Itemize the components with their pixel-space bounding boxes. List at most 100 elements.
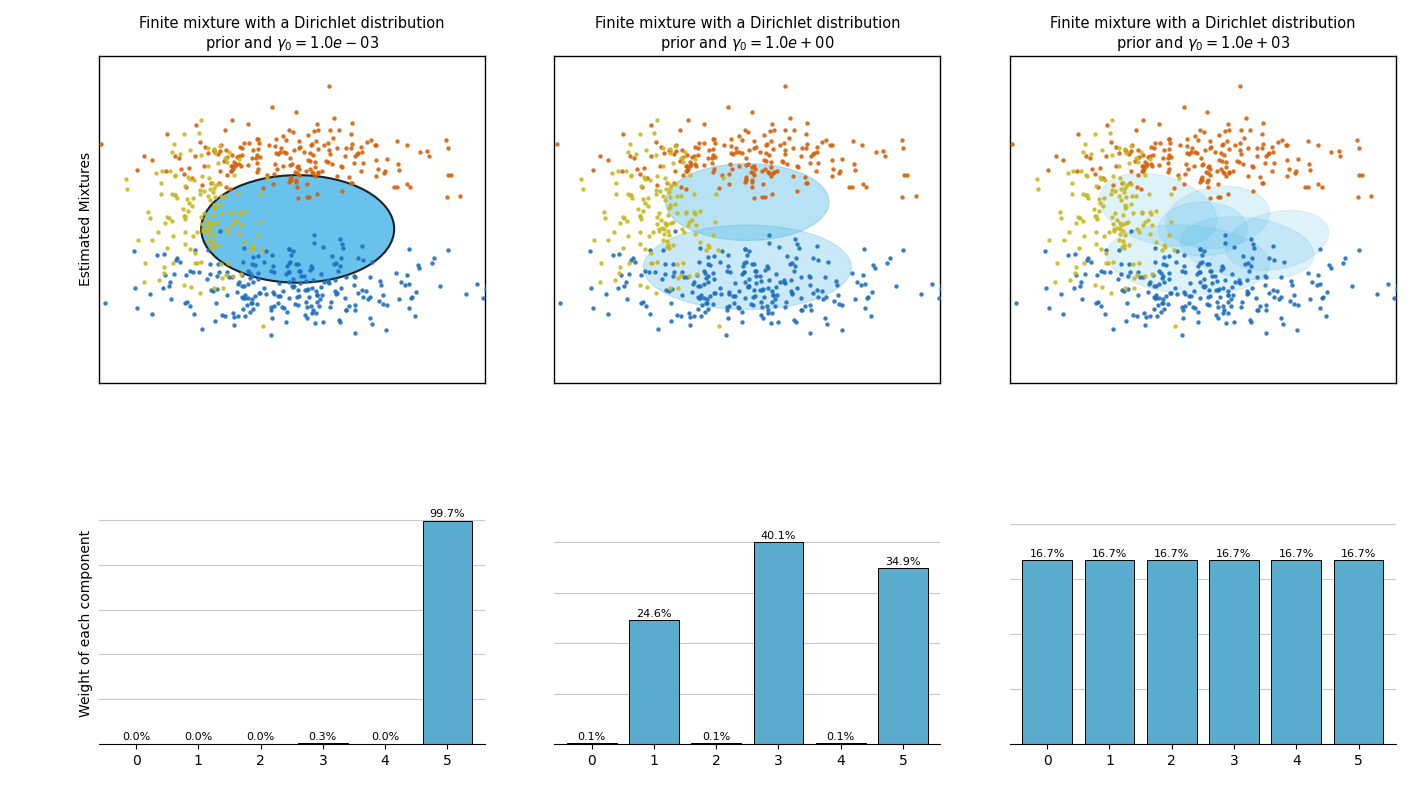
Point — [326, 170, 348, 182]
Point — [180, 199, 203, 212]
Point — [210, 206, 233, 219]
Text: 16.7%: 16.7% — [1029, 549, 1065, 559]
Point — [735, 170, 757, 183]
Point — [281, 158, 303, 170]
Bar — [1272, 560, 1321, 744]
Point — [312, 316, 334, 329]
Point — [454, 288, 477, 301]
Point — [684, 140, 706, 153]
Point — [774, 79, 797, 92]
Point — [603, 274, 626, 286]
Point — [317, 275, 340, 288]
Point — [815, 291, 838, 304]
Point — [1131, 165, 1153, 178]
Point — [1115, 296, 1138, 309]
Point — [1170, 329, 1193, 342]
Point — [799, 150, 822, 162]
Point — [1215, 161, 1238, 174]
Point — [1183, 146, 1206, 158]
Point — [369, 278, 392, 291]
Point — [764, 293, 787, 306]
Point — [733, 123, 756, 136]
Point — [695, 243, 718, 256]
Point — [1159, 151, 1182, 164]
Point — [437, 243, 460, 256]
Point — [199, 219, 221, 232]
Point — [1049, 211, 1072, 224]
Point — [247, 149, 269, 162]
Point — [1386, 279, 1409, 292]
Point — [285, 106, 307, 119]
Point — [1252, 117, 1275, 130]
Point — [45, 173, 68, 186]
Point — [1228, 275, 1251, 288]
Point — [241, 250, 264, 263]
Point — [1152, 297, 1175, 310]
Point — [1276, 169, 1299, 182]
Point — [299, 264, 321, 277]
Point — [436, 191, 458, 204]
Point — [802, 147, 825, 160]
Point — [248, 216, 271, 229]
Point — [1213, 273, 1235, 286]
Point — [261, 101, 283, 114]
Point — [305, 170, 327, 182]
Point — [303, 316, 326, 329]
Point — [317, 276, 340, 289]
Point — [1093, 266, 1115, 279]
Point — [657, 209, 680, 222]
Ellipse shape — [1107, 225, 1269, 294]
Point — [1105, 141, 1128, 154]
Point — [666, 190, 688, 202]
Point — [687, 279, 709, 292]
Point — [1172, 101, 1194, 114]
Point — [1280, 275, 1303, 288]
Point — [1251, 127, 1273, 140]
Point — [646, 255, 668, 268]
Point — [183, 246, 206, 259]
Point — [1066, 164, 1089, 177]
Point — [1213, 148, 1235, 161]
Point — [1190, 170, 1213, 183]
Point — [1067, 210, 1090, 223]
Point — [1107, 243, 1129, 256]
Point — [1180, 289, 1203, 302]
Point — [987, 282, 1010, 294]
Point — [716, 249, 739, 262]
Point — [282, 273, 305, 286]
Point — [611, 164, 633, 177]
Point — [162, 230, 185, 243]
Point — [1296, 181, 1318, 194]
Point — [272, 159, 295, 172]
Point — [1139, 227, 1162, 240]
Point — [1134, 270, 1156, 282]
Point — [757, 148, 780, 161]
Point — [737, 126, 760, 138]
Point — [632, 295, 654, 308]
Point — [658, 182, 681, 194]
Point — [327, 314, 350, 326]
Point — [1186, 267, 1208, 280]
Point — [644, 286, 667, 299]
Point — [702, 228, 725, 241]
Point — [1131, 206, 1153, 218]
Point — [1190, 173, 1213, 186]
Point — [1215, 134, 1238, 147]
Point — [718, 168, 740, 181]
Point — [306, 118, 329, 130]
Point — [226, 214, 248, 226]
Point — [681, 214, 704, 226]
Point — [685, 218, 708, 231]
Point — [162, 267, 185, 280]
Point — [678, 270, 701, 282]
Point — [216, 169, 238, 182]
Point — [202, 241, 224, 254]
Point — [231, 279, 254, 292]
Point — [190, 178, 213, 191]
Point — [285, 175, 307, 188]
Point — [200, 225, 223, 238]
Point — [289, 270, 312, 282]
Point — [154, 269, 176, 282]
Point — [767, 241, 790, 254]
Point — [1241, 282, 1263, 294]
